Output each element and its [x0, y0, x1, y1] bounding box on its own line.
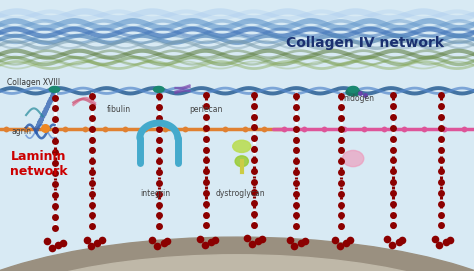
- Text: Laminin
network: Laminin network: [10, 150, 68, 178]
- Ellipse shape: [0, 255, 474, 271]
- Ellipse shape: [233, 140, 251, 152]
- Text: agrin: agrin: [12, 127, 32, 136]
- Text: nidogen: nidogen: [344, 94, 374, 104]
- Ellipse shape: [0, 237, 474, 271]
- Text: fibulin: fibulin: [107, 105, 131, 114]
- Ellipse shape: [346, 88, 360, 96]
- Ellipse shape: [342, 150, 364, 167]
- Text: integrin: integrin: [140, 189, 170, 198]
- Ellipse shape: [235, 156, 248, 167]
- Text: dystroglycan: dystroglycan: [216, 189, 265, 198]
- Text: perlecan: perlecan: [190, 105, 223, 114]
- Ellipse shape: [154, 86, 164, 92]
- Text: Collagen XVIII: Collagen XVIII: [7, 78, 60, 87]
- Ellipse shape: [348, 86, 358, 92]
- Text: Collagen IV network: Collagen IV network: [286, 36, 444, 50]
- Ellipse shape: [49, 86, 60, 92]
